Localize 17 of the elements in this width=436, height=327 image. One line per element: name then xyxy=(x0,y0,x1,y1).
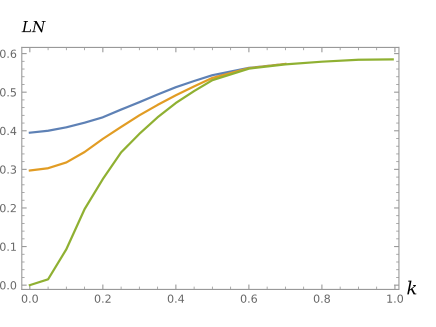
y-tick-label: 0.2 xyxy=(0,204,16,212)
y-axis-title: LN xyxy=(22,21,46,32)
x-tick-label: 0.8 xyxy=(314,294,330,303)
y-tick-label: 0.6 xyxy=(0,50,16,58)
x-axis-title: k xyxy=(407,280,416,294)
x-tick-label: 0.6 xyxy=(240,294,258,303)
y-tick-label: 0.5 xyxy=(0,88,16,97)
line-series xyxy=(28,58,394,286)
x-tick-label: 0.0 xyxy=(22,294,38,303)
y-tick-label: 0.3 xyxy=(0,165,16,174)
x-tick-label: 0.4 xyxy=(168,294,184,303)
x-tick-label: 1.0 xyxy=(387,294,404,303)
x-tick-label: 0.2 xyxy=(94,294,111,303)
y-tick-label: 0.0 xyxy=(0,281,16,290)
y-tick-label: 0.4 xyxy=(0,126,16,136)
line-series xyxy=(28,62,287,172)
y-tick-label: 0.1 xyxy=(0,242,16,251)
